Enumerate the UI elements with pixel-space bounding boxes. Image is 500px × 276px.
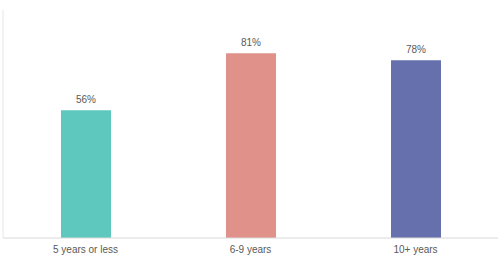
svg-text:10+ years: 10+ years <box>393 244 437 255</box>
svg-text:5 years or less: 5 years or less <box>53 244 118 255</box>
svg-text:81%: 81% <box>241 37 261 48</box>
svg-text:6-9 years: 6-9 years <box>230 244 272 255</box>
svg-text:56%: 56% <box>76 94 96 105</box>
svg-text:78%: 78% <box>406 44 426 55</box>
